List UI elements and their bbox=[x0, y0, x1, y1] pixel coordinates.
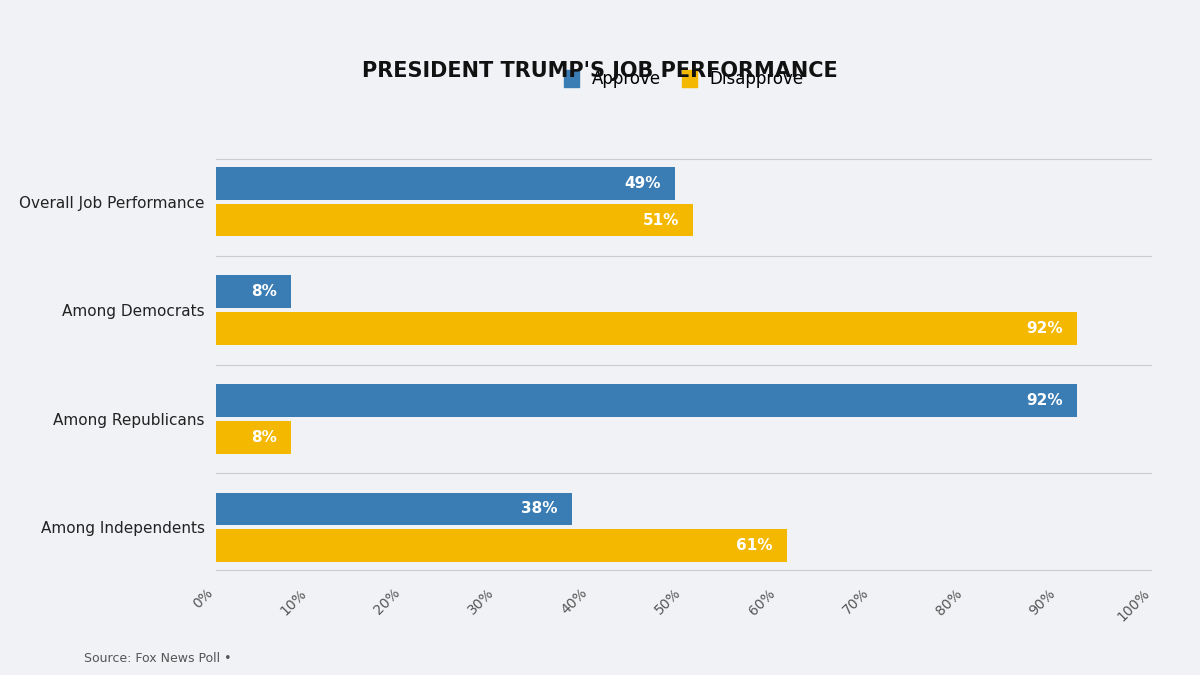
Bar bbox=[216, 167, 674, 200]
Text: 51%: 51% bbox=[643, 213, 679, 227]
Bar bbox=[216, 493, 571, 525]
Bar bbox=[216, 313, 1078, 345]
Bar bbox=[216, 204, 694, 236]
Text: 38%: 38% bbox=[521, 502, 558, 516]
Bar bbox=[216, 275, 290, 308]
Bar bbox=[216, 529, 787, 562]
Text: Source: Fox News Poll •: Source: Fox News Poll • bbox=[84, 652, 232, 665]
Legend: Approve, Disapprove: Approve, Disapprove bbox=[556, 62, 812, 97]
Text: 8%: 8% bbox=[251, 430, 277, 445]
Text: 8%: 8% bbox=[251, 284, 277, 299]
Bar bbox=[216, 384, 1078, 416]
Text: 61%: 61% bbox=[737, 538, 773, 554]
Text: 49%: 49% bbox=[624, 176, 660, 191]
Bar bbox=[216, 421, 290, 454]
Text: 92%: 92% bbox=[1026, 321, 1063, 336]
Text: PRESIDENT TRUMP'S JOB PERFORMANCE: PRESIDENT TRUMP'S JOB PERFORMANCE bbox=[362, 61, 838, 81]
Text: 92%: 92% bbox=[1026, 393, 1063, 408]
